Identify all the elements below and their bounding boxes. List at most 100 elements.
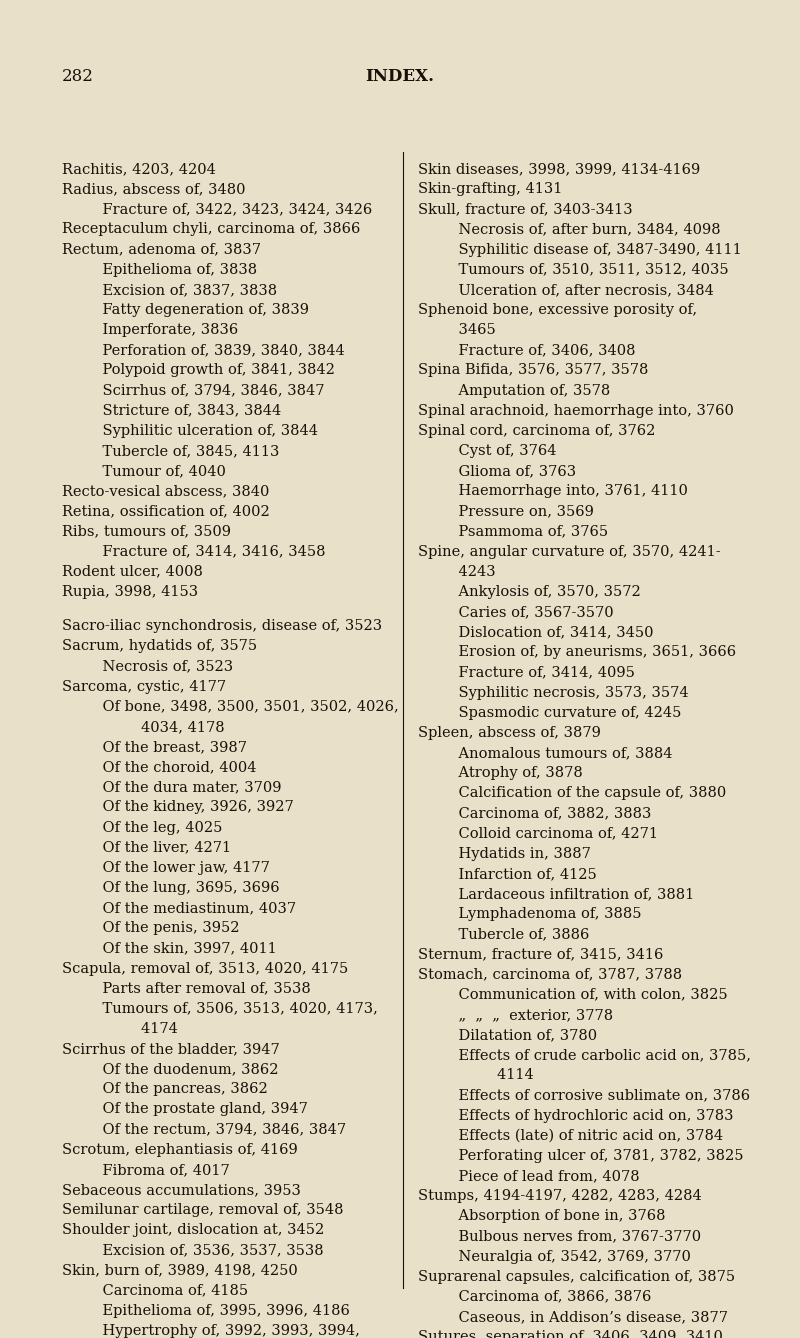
Text: Sutures, separation of, 3406, 3409, 3410: Sutures, separation of, 3406, 3409, 3410: [418, 1330, 723, 1338]
Text: Carcinoma of, 3866, 3876: Carcinoma of, 3866, 3876: [440, 1290, 651, 1303]
Text: Fracture of, 3414, 3416, 3458: Fracture of, 3414, 3416, 3458: [84, 545, 326, 559]
Text: Absorption of bone in, 3768: Absorption of bone in, 3768: [440, 1210, 666, 1223]
Text: Receptaculum chyli, carcinoma of, 3866: Receptaculum chyli, carcinoma of, 3866: [62, 222, 360, 237]
Text: Of the kidney, 3926, 3927: Of the kidney, 3926, 3927: [84, 800, 294, 815]
Text: Recto-vesical abscess, 3840: Recto-vesical abscess, 3840: [62, 484, 270, 498]
Text: Spasmodic curvature of, 4245: Spasmodic curvature of, 4245: [440, 705, 682, 720]
Text: Of the rectum, 3794, 3846, 3847: Of the rectum, 3794, 3846, 3847: [84, 1123, 346, 1136]
Text: Of the breast, 3987: Of the breast, 3987: [84, 740, 247, 755]
Text: Carcinoma of, 3882, 3883: Carcinoma of, 3882, 3883: [440, 807, 651, 820]
Text: Fracture of, 3422, 3423, 3424, 3426: Fracture of, 3422, 3423, 3424, 3426: [84, 202, 372, 217]
Text: „  „  „  exterior, 3778: „ „ „ exterior, 3778: [440, 1008, 613, 1022]
Text: Suprarenal capsules, calcification of, 3875: Suprarenal capsules, calcification of, 3…: [418, 1270, 735, 1283]
Text: Of the dura mater, 3709: Of the dura mater, 3709: [84, 780, 282, 795]
Text: Ankylosis of, 3570, 3572: Ankylosis of, 3570, 3572: [440, 585, 641, 599]
Text: Effects of corrosive sublimate on, 3786: Effects of corrosive sublimate on, 3786: [440, 1088, 750, 1103]
Text: Semilunar cartilage, removal of, 3548: Semilunar cartilage, removal of, 3548: [62, 1203, 343, 1218]
Text: Of the mediastinum, 4037: Of the mediastinum, 4037: [84, 900, 296, 915]
Text: Carcinoma of, 4185: Carcinoma of, 4185: [84, 1283, 248, 1298]
Text: Effects (late) of nitric acid on, 3784: Effects (late) of nitric acid on, 3784: [440, 1129, 723, 1143]
Text: Epithelioma of, 3838: Epithelioma of, 3838: [84, 262, 257, 277]
Text: Colloid carcinoma of, 4271: Colloid carcinoma of, 4271: [440, 827, 658, 840]
Text: Sternum, fracture of, 3415, 3416: Sternum, fracture of, 3415, 3416: [418, 947, 663, 962]
Text: Pressure on, 3569: Pressure on, 3569: [440, 504, 594, 518]
Text: Polypoid growth of, 3841, 3842: Polypoid growth of, 3841, 3842: [84, 364, 335, 377]
Text: Fatty degeneration of, 3839: Fatty degeneration of, 3839: [84, 302, 309, 317]
Text: Effects of crude carbolic acid on, 3785,: Effects of crude carbolic acid on, 3785,: [440, 1048, 751, 1062]
Text: Of the lower jaw, 4177: Of the lower jaw, 4177: [84, 860, 270, 875]
Text: Sebaceous accumulations, 3953: Sebaceous accumulations, 3953: [62, 1183, 301, 1198]
Text: Effects of hydrochloric acid on, 3783: Effects of hydrochloric acid on, 3783: [440, 1108, 734, 1123]
Text: Retina, ossification of, 4002: Retina, ossification of, 4002: [62, 504, 270, 518]
Text: Spina Bifida, 3576, 3577, 3578: Spina Bifida, 3576, 3577, 3578: [418, 364, 648, 377]
Text: Communication of, with colon, 3825: Communication of, with colon, 3825: [440, 987, 728, 1002]
Text: Stricture of, 3843, 3844: Stricture of, 3843, 3844: [84, 404, 282, 417]
Text: Glioma of, 3763: Glioma of, 3763: [440, 464, 576, 478]
Text: Fibroma of, 4017: Fibroma of, 4017: [84, 1163, 230, 1177]
Text: Necrosis of, 3523: Necrosis of, 3523: [84, 660, 233, 673]
Text: Of the pancreas, 3862: Of the pancreas, 3862: [84, 1082, 268, 1096]
Text: Haemorrhage into, 3761, 4110: Haemorrhage into, 3761, 4110: [440, 484, 688, 498]
Text: Caseous, in Addison’s disease, 3877: Caseous, in Addison’s disease, 3877: [440, 1310, 728, 1323]
Text: 4114: 4114: [460, 1068, 534, 1082]
Text: Scirrhus of the bladder, 3947: Scirrhus of the bladder, 3947: [62, 1042, 280, 1056]
Text: INDEX.: INDEX.: [366, 68, 434, 86]
Text: Neuralgia of, 3542, 3769, 3770: Neuralgia of, 3542, 3769, 3770: [440, 1250, 691, 1263]
Text: Rodent ulcer, 4008: Rodent ulcer, 4008: [62, 565, 203, 579]
Text: Hydatids in, 3887: Hydatids in, 3887: [440, 847, 591, 860]
Text: Skull, fracture of, 3403-3413: Skull, fracture of, 3403-3413: [418, 202, 633, 217]
Text: Ribs, tumours of, 3509: Ribs, tumours of, 3509: [62, 524, 231, 538]
Text: Sphenoid bone, excessive porosity of,: Sphenoid bone, excessive porosity of,: [418, 302, 697, 317]
Text: Spinal cord, carcinoma of, 3762: Spinal cord, carcinoma of, 3762: [418, 424, 655, 438]
Text: Rectum, adenoma of, 3837: Rectum, adenoma of, 3837: [62, 242, 261, 257]
Text: Fracture of, 3414, 4095: Fracture of, 3414, 4095: [440, 665, 635, 680]
Text: Skin diseases, 3998, 3999, 4134-4169: Skin diseases, 3998, 3999, 4134-4169: [418, 162, 700, 177]
Text: Shoulder joint, dislocation at, 3452: Shoulder joint, dislocation at, 3452: [62, 1223, 324, 1238]
Text: Of the penis, 3952: Of the penis, 3952: [84, 922, 239, 935]
Text: Anomalous tumours of, 3884: Anomalous tumours of, 3884: [440, 747, 673, 760]
Text: Of bone, 3498, 3500, 3501, 3502, 4026,: Of bone, 3498, 3500, 3501, 3502, 4026,: [84, 700, 398, 713]
Text: Syphilitic necrosis, 3573, 3574: Syphilitic necrosis, 3573, 3574: [440, 685, 689, 700]
Text: Perforating ulcer of, 3781, 3782, 3825: Perforating ulcer of, 3781, 3782, 3825: [440, 1149, 743, 1163]
Text: 282: 282: [62, 68, 94, 86]
Text: Of the skin, 3997, 4011: Of the skin, 3997, 4011: [84, 942, 277, 955]
Text: Stomach, carcinoma of, 3787, 3788: Stomach, carcinoma of, 3787, 3788: [418, 967, 682, 982]
Text: Stumps, 4194-4197, 4282, 4283, 4284: Stumps, 4194-4197, 4282, 4283, 4284: [418, 1189, 702, 1203]
Text: Tumours of, 3510, 3511, 3512, 4035: Tumours of, 3510, 3511, 3512, 4035: [440, 262, 729, 277]
Text: Rachitis, 4203, 4204: Rachitis, 4203, 4204: [62, 162, 216, 177]
Text: Syphilitic disease of, 3487-3490, 4111: Syphilitic disease of, 3487-3490, 4111: [440, 242, 742, 257]
Text: Tumour of, 4040: Tumour of, 4040: [84, 464, 226, 478]
Text: Hypertrophy of, 3992, 3993, 3994,: Hypertrophy of, 3992, 3993, 3994,: [84, 1325, 360, 1338]
Text: Skin, burn of, 3989, 4198, 4250: Skin, burn of, 3989, 4198, 4250: [62, 1263, 298, 1278]
Text: 4034, 4178: 4034, 4178: [104, 720, 225, 733]
Text: Piece of lead from, 4078: Piece of lead from, 4078: [440, 1169, 640, 1183]
Text: Necrosis of, after burn, 3484, 4098: Necrosis of, after burn, 3484, 4098: [440, 222, 721, 237]
Text: Lardaceous infiltration of, 3881: Lardaceous infiltration of, 3881: [440, 887, 694, 900]
Text: Infarction of, 4125: Infarction of, 4125: [440, 867, 597, 880]
Text: 3465: 3465: [440, 322, 496, 337]
Text: Ulceration of, after necrosis, 3484: Ulceration of, after necrosis, 3484: [440, 282, 714, 297]
Text: Tubercle of, 3845, 4113: Tubercle of, 3845, 4113: [84, 444, 279, 458]
Text: Spleen, abscess of, 3879: Spleen, abscess of, 3879: [418, 727, 601, 740]
Text: Atrophy of, 3878: Atrophy of, 3878: [440, 767, 582, 780]
Text: Dilatation of, 3780: Dilatation of, 3780: [440, 1028, 597, 1042]
Text: Caries of, 3567-3570: Caries of, 3567-3570: [440, 605, 614, 619]
Text: Excision of, 3536, 3537, 3538: Excision of, 3536, 3537, 3538: [84, 1243, 324, 1258]
Text: Syphilitic ulceration of, 3844: Syphilitic ulceration of, 3844: [84, 424, 318, 438]
Text: Erosion of, by aneurisms, 3651, 3666: Erosion of, by aneurisms, 3651, 3666: [440, 645, 736, 660]
Text: Skin-grafting, 4131: Skin-grafting, 4131: [418, 182, 562, 197]
Text: Psammoma of, 3765: Psammoma of, 3765: [440, 524, 608, 538]
Text: Tubercle of, 3886: Tubercle of, 3886: [440, 927, 590, 941]
Text: Scapula, removal of, 3513, 4020, 4175: Scapula, removal of, 3513, 4020, 4175: [62, 962, 348, 975]
Text: Amputation of, 3578: Amputation of, 3578: [440, 384, 610, 397]
Text: Fracture of, 3406, 3408: Fracture of, 3406, 3408: [440, 344, 635, 357]
Text: Of the lung, 3695, 3696: Of the lung, 3695, 3696: [84, 880, 280, 895]
Text: Lymphadenoma of, 3885: Lymphadenoma of, 3885: [440, 907, 642, 921]
Text: Rupia, 3998, 4153: Rupia, 3998, 4153: [62, 585, 198, 599]
Text: Sacro-iliac synchondrosis, disease of, 3523: Sacro-iliac synchondrosis, disease of, 3…: [62, 619, 382, 633]
Text: Epithelioma of, 3995, 3996, 4186: Epithelioma of, 3995, 3996, 4186: [84, 1303, 350, 1318]
Text: Spine, angular curvature of, 3570, 4241-: Spine, angular curvature of, 3570, 4241-: [418, 545, 721, 559]
Text: Of the duodenum, 3862: Of the duodenum, 3862: [84, 1062, 278, 1076]
Text: Calcification of the capsule of, 3880: Calcification of the capsule of, 3880: [440, 787, 726, 800]
Text: Of the choroid, 4004: Of the choroid, 4004: [84, 760, 257, 775]
